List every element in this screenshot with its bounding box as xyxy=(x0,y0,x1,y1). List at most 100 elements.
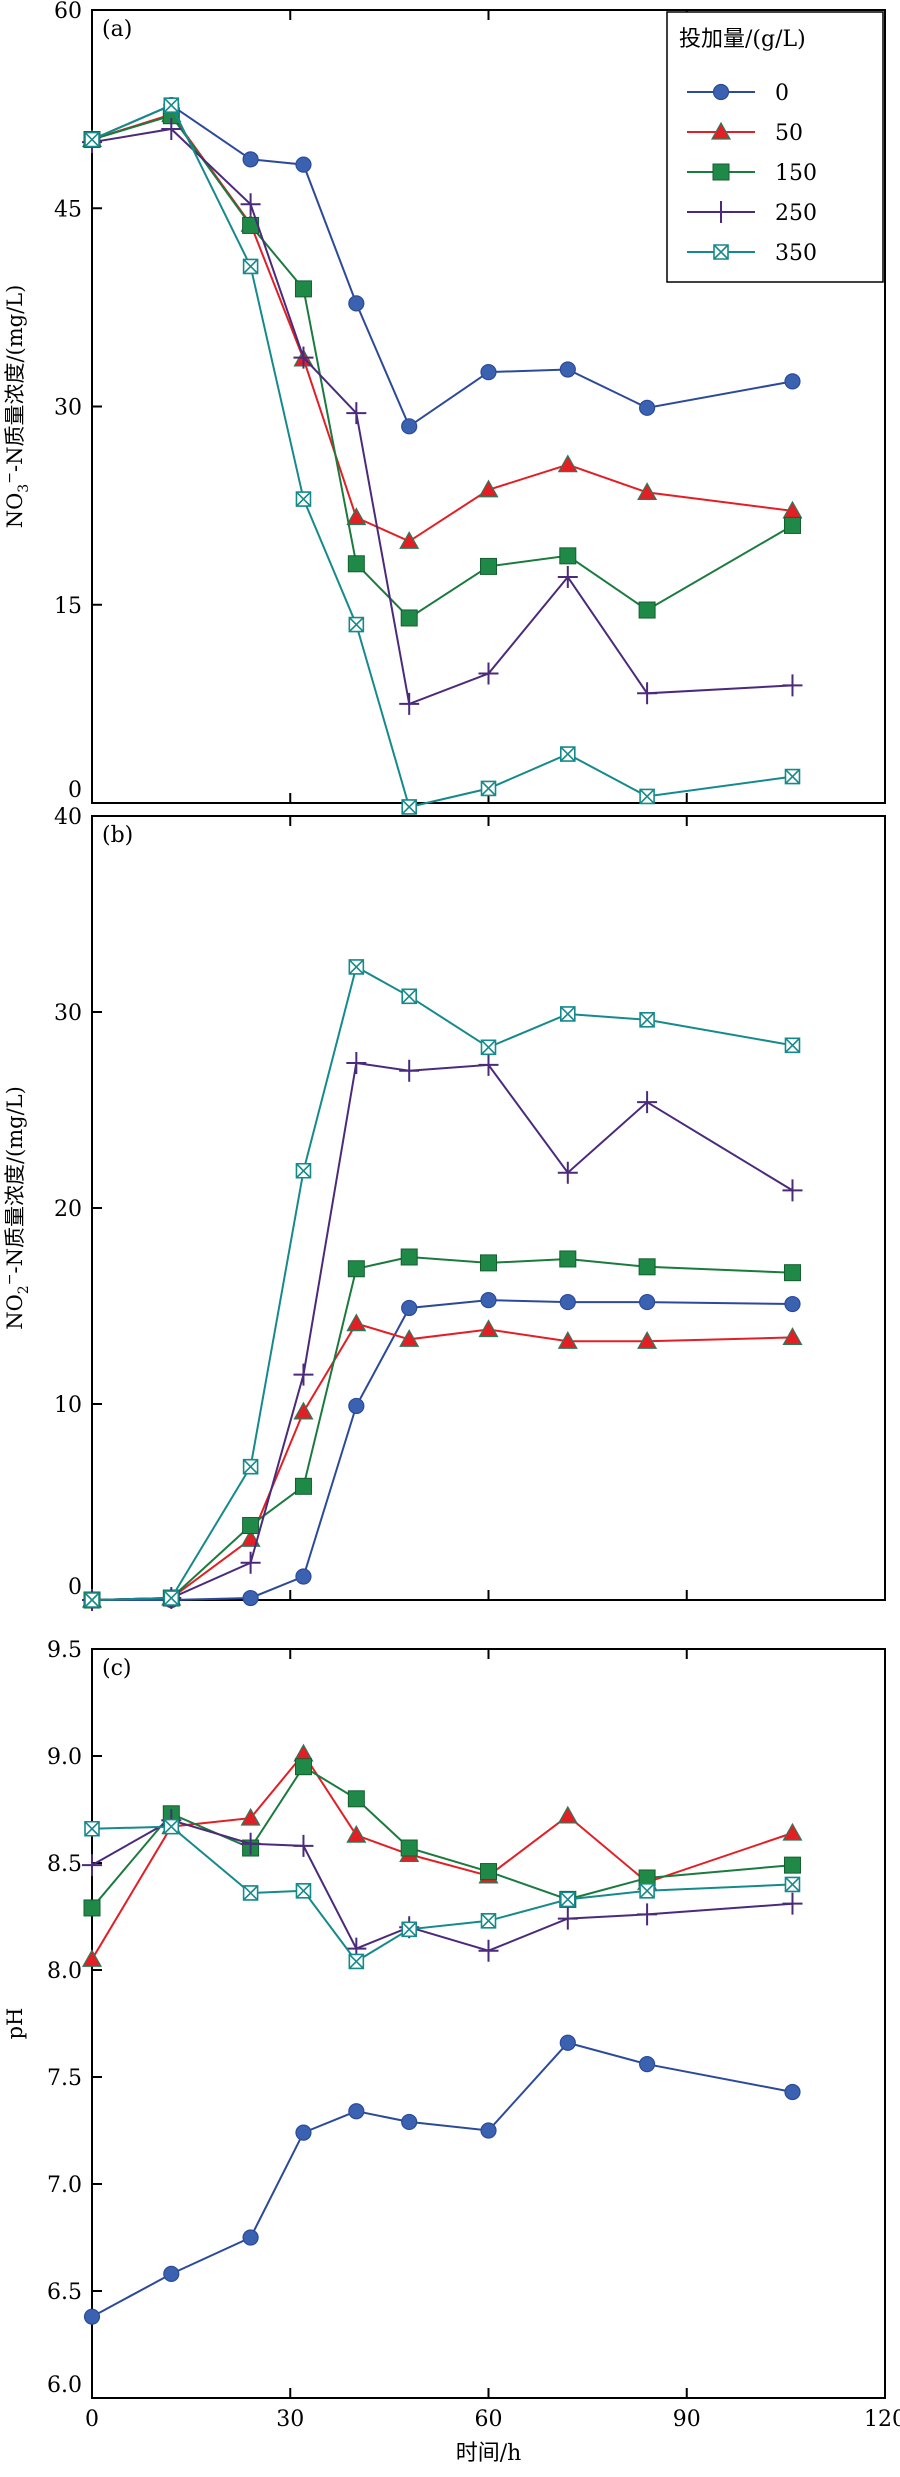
data-point xyxy=(240,193,261,216)
series-0 xyxy=(83,2034,801,2325)
legend-box xyxy=(666,11,884,283)
data-point xyxy=(782,1822,803,1841)
data-point xyxy=(638,1293,656,1311)
data-point xyxy=(480,557,497,575)
series-250 xyxy=(82,117,803,715)
data-point xyxy=(242,2229,259,2246)
data-point xyxy=(399,531,420,549)
data-point xyxy=(346,402,367,425)
data-point xyxy=(783,1856,801,1874)
legend-marker xyxy=(713,244,729,260)
data-point xyxy=(559,1293,576,1311)
data-point xyxy=(480,364,497,381)
data-point xyxy=(240,1807,261,1826)
legend-entry-250: 250 xyxy=(687,201,817,226)
data-point xyxy=(348,2103,365,2120)
legend-marker xyxy=(712,83,730,101)
data-point xyxy=(240,1551,261,1574)
data-point xyxy=(784,1876,801,1893)
data-point xyxy=(557,1331,578,1349)
data-point xyxy=(346,507,367,526)
data-point xyxy=(81,1949,103,1967)
series-line xyxy=(91,127,793,706)
y-tick-label: 6.5 xyxy=(47,2280,82,2305)
data-point xyxy=(557,1805,578,1824)
legend-label: 50 xyxy=(775,121,803,146)
data-point xyxy=(401,1921,417,1938)
plot-frame xyxy=(91,1648,886,2399)
data-point xyxy=(82,1854,102,1877)
data-point xyxy=(637,482,658,501)
data-point xyxy=(782,1327,803,1345)
legend-entry-0: 0 xyxy=(687,81,789,106)
series-line xyxy=(91,104,793,428)
data-point xyxy=(401,799,417,815)
data-point xyxy=(84,1820,100,1837)
series-line xyxy=(91,103,793,809)
data-point xyxy=(346,1051,367,1074)
data-point xyxy=(784,1037,801,1054)
data-point xyxy=(400,609,418,627)
data-point xyxy=(638,601,656,619)
legend-marker xyxy=(712,163,730,181)
data-point xyxy=(638,2056,656,2073)
data-point xyxy=(295,1162,312,1179)
y-tick-label: 30 xyxy=(54,396,82,421)
data-point xyxy=(557,1161,578,1184)
series-350 xyxy=(84,959,801,1608)
series-line xyxy=(92,1299,793,1601)
data-point xyxy=(480,1039,497,1056)
series-line xyxy=(91,965,793,1601)
data-point xyxy=(560,1006,576,1022)
y-tick-label: 8.5 xyxy=(47,1852,82,1877)
y-tick-label: 0 xyxy=(68,1575,82,1600)
data-point xyxy=(559,361,576,378)
data-point xyxy=(783,516,801,534)
data-point xyxy=(294,280,312,298)
data-point xyxy=(557,565,578,588)
data-point xyxy=(240,1529,261,1547)
data-point xyxy=(480,1254,497,1272)
data-point xyxy=(478,662,499,685)
data-point xyxy=(401,988,417,1005)
data-point xyxy=(637,1091,658,1114)
y-axis-label: pH xyxy=(3,2008,27,2040)
data-point xyxy=(560,746,576,762)
x-tick-label: 90 xyxy=(673,2407,701,2432)
data-point xyxy=(638,399,656,416)
data-point xyxy=(639,788,655,805)
series-line xyxy=(91,1825,793,1963)
data-point xyxy=(480,2122,497,2139)
data-point xyxy=(293,1834,314,1857)
x-tick-label: 0 xyxy=(85,2407,99,2432)
data-point xyxy=(783,1264,801,1282)
data-point xyxy=(293,1363,314,1386)
series-250 xyxy=(82,1809,803,1962)
data-point xyxy=(401,2113,418,2131)
data-point xyxy=(242,258,259,275)
series-line xyxy=(91,114,794,620)
data-point xyxy=(480,1912,497,1929)
plot-frame xyxy=(91,815,886,1601)
series-line xyxy=(91,2041,793,2318)
chart-panel-2: 0 10 20 30 40 (b) NO2−-N质量浓度/(mg/L) xyxy=(2,805,886,1611)
data-point xyxy=(637,682,658,705)
data-point xyxy=(346,1824,367,1843)
data-point xyxy=(782,1892,803,1915)
data-point xyxy=(478,1939,499,1962)
y-tick-label: 30 xyxy=(54,1001,82,1026)
data-point xyxy=(784,1295,801,1313)
data-point xyxy=(784,768,801,785)
series-350 xyxy=(84,97,801,815)
data-point xyxy=(480,1863,497,1881)
legend-label: 250 xyxy=(775,201,817,226)
data-point xyxy=(347,1790,365,1808)
data-point xyxy=(348,616,365,633)
chart-panel-3: 6.0 6.5 7.0 7.5 8.0 8.5 9.0 9.5 0 30 60 90 120 时间/h (c… xyxy=(3,1638,900,2466)
data-point xyxy=(242,1458,259,1475)
y-tick-label: 9.0 xyxy=(47,1745,82,1770)
data-point xyxy=(478,1319,499,1338)
data-point xyxy=(784,373,801,390)
data-point xyxy=(782,1179,803,1202)
